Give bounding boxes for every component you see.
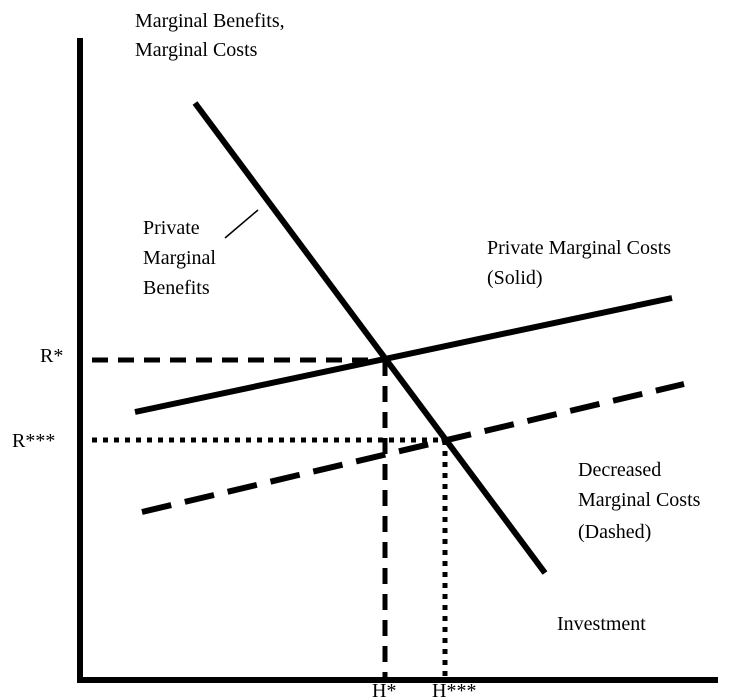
- y-axis-label: Marginal Costs: [135, 39, 258, 61]
- y-axis-label: Marginal Benefits,: [135, 10, 285, 32]
- decreased-marginal-costs: [141, 381, 685, 515]
- curve-label: Marginal Costs: [578, 489, 701, 511]
- curve-label: Private: [143, 217, 200, 239]
- curve-label: Benefits: [143, 277, 210, 299]
- level-label: R*: [40, 345, 63, 367]
- private-marginal-benefits: [192, 101, 548, 575]
- quantity-label: H***: [432, 680, 476, 700]
- curve-label: Marginal: [143, 247, 216, 269]
- quantity-label: H*: [372, 680, 396, 700]
- curve-label: Private Marginal Costs: [487, 237, 671, 259]
- private-marginal-costs: [134, 295, 673, 415]
- level-label: R***: [12, 430, 55, 452]
- curve-label: (Dashed): [578, 521, 651, 543]
- label-pointer: [224, 209, 259, 239]
- x-axis-label: Investment: [557, 613, 646, 635]
- curve-label: Decreased: [578, 459, 661, 481]
- curve-label: (Solid): [487, 267, 543, 289]
